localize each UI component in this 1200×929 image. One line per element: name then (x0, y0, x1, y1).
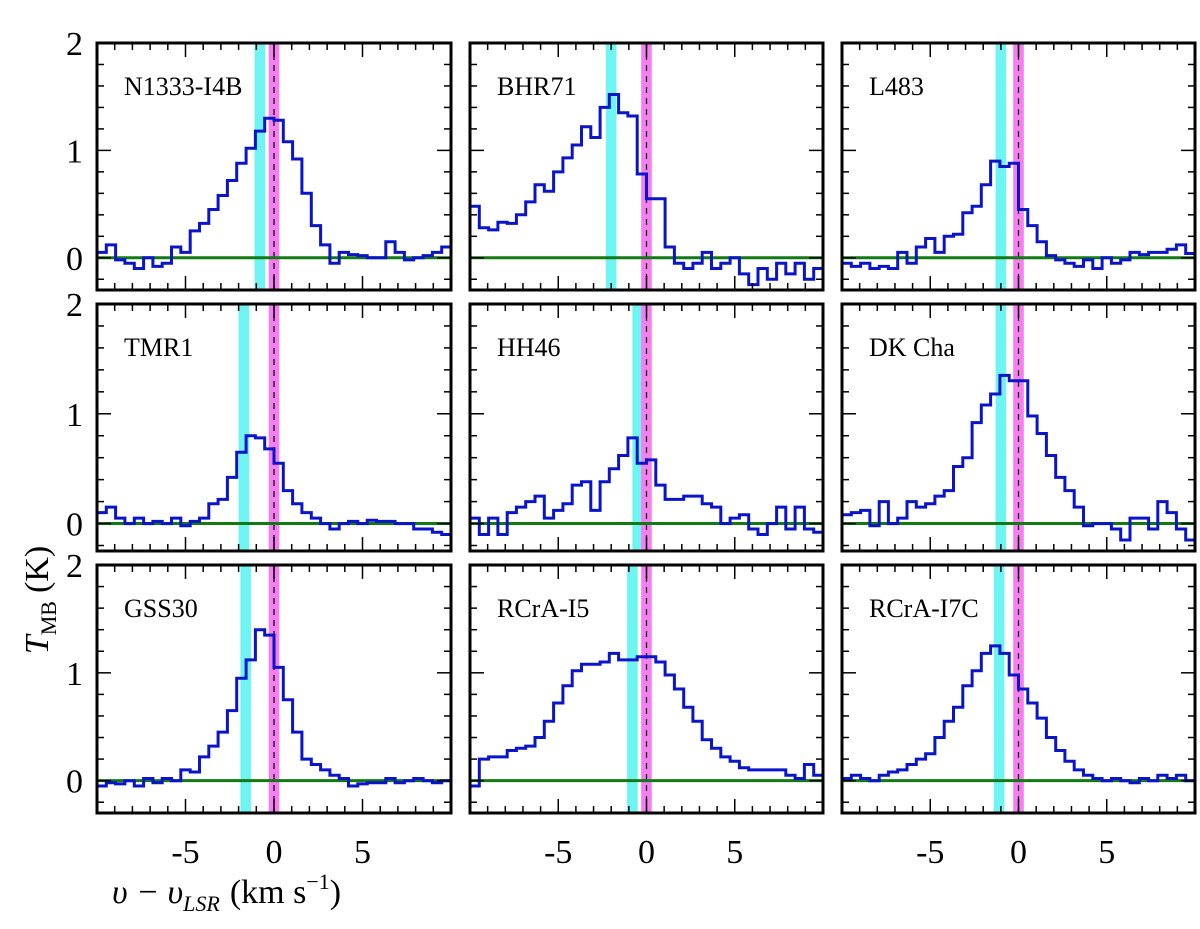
spectrum-line (97, 434, 451, 536)
panel-label: N1333-I4B (124, 72, 242, 101)
spectrum-line (97, 628, 451, 788)
y-tick-label: 2 (66, 548, 83, 585)
panel-label: GSS30 (124, 594, 198, 623)
cyan-velocity-band (605, 43, 617, 290)
panel-label: TMR1 (124, 333, 193, 362)
panel-frame (468, 302, 825, 553)
spectrum-line (842, 159, 1195, 270)
svg-text:TMB(K): TMB (K) (19, 546, 61, 654)
panel-label: DK Cha (869, 333, 955, 362)
x-tick-label: 0 (266, 834, 283, 871)
x-axis-title: υ − υLSR (km s−1) (112, 869, 341, 916)
panel-frame (95, 563, 453, 815)
y-tick-label: 2 (66, 287, 83, 324)
spectrum-line (470, 436, 823, 536)
panel-frame (840, 563, 1197, 815)
panel-frame (840, 41, 1197, 292)
panel-label: RCrA-I7C (869, 594, 979, 623)
cyan-velocity-band (632, 304, 643, 551)
panel-rcra-i7c: RCrA-I7C -5 0 5 (840, 563, 1197, 871)
x-tick-label: 5 (1098, 834, 1115, 871)
panel-frame (95, 41, 453, 292)
x-tick-label: -5 (544, 834, 572, 871)
y-tick-label: 0 (66, 241, 83, 278)
panel-plot-area (470, 565, 823, 813)
cyan-velocity-band (627, 565, 638, 813)
y-tick-label: 1 (66, 133, 83, 170)
panel-plot-area (97, 43, 451, 290)
spectrum-line (470, 93, 823, 287)
x-tick-label: -5 (171, 834, 199, 871)
spectrum-line (842, 644, 1195, 785)
x-axis-title-main: υ − υ (112, 874, 183, 911)
cyan-velocity-band (995, 304, 1007, 551)
panel-plot-area (470, 304, 823, 551)
panels-layer: N1333-I4B 0 1 2 BHR71 L483 TMR1 0 1 2 HH46 DK Cha GS… (66, 26, 1197, 871)
y-axis-title: TMB (K) (19, 546, 61, 654)
panel-plot-area (842, 304, 1195, 551)
x-axis-title-sub: LSR (182, 891, 220, 916)
x-axis-title-unit: (km s (230, 874, 307, 911)
spectrum-line (842, 373, 1195, 542)
panel-hh46: HH46 (468, 302, 825, 553)
panel-label: RCrA-I5 (497, 594, 589, 623)
y-axis-title-main: T (19, 633, 56, 654)
panel-frame (468, 41, 825, 292)
cyan-velocity-band (993, 565, 1005, 813)
panel-plot-area (97, 565, 451, 813)
panel-frame (468, 563, 825, 815)
panel-n1333-i4b: N1333-I4B 0 1 2 (66, 26, 453, 292)
cyan-velocity-band (254, 43, 266, 290)
x-axis-title-exp: −1 (306, 869, 329, 894)
x-tick-label: 0 (638, 834, 655, 871)
panel-gss30: GSS30 0 1 2 -5 0 5 (66, 548, 453, 871)
y-tick-label: 2 (66, 26, 83, 63)
panel-label: L483 (869, 72, 924, 101)
panel-bhr71: BHR71 (468, 41, 825, 292)
y-tick-label: 1 (66, 397, 83, 434)
panel-plot-area (842, 565, 1195, 813)
y-tick-label: 0 (66, 507, 83, 544)
panel-frame (95, 302, 453, 553)
x-tick-label: 5 (726, 834, 743, 871)
x-tick-label: 5 (354, 834, 371, 871)
panel-tmr1: TMR1 0 1 2 (66, 287, 453, 553)
panel-plot-area (842, 43, 1195, 290)
panel-dk-cha: DK Cha (840, 302, 1197, 553)
y-axis-title-sub: MB (36, 601, 61, 635)
panel-label: BHR71 (497, 72, 576, 101)
x-tick-label: -5 (916, 834, 944, 871)
panel-plot-area (97, 304, 451, 551)
panel-frame (840, 302, 1197, 553)
x-tick-label: 0 (1010, 834, 1027, 871)
cyan-velocity-band (240, 565, 251, 813)
panel-rcra-i5: RCrA-I5 -5 0 5 (468, 563, 825, 871)
y-tick-label: 0 (66, 764, 83, 801)
x-axis-title-close: ) (330, 874, 341, 911)
panel-l483: L483 (840, 41, 1197, 292)
y-axis-title-unit: (K) (19, 546, 56, 593)
spectrum-line (97, 116, 451, 270)
cyan-velocity-band (238, 304, 250, 551)
panel-plot-area (470, 43, 823, 290)
panel-label: HH46 (497, 333, 561, 362)
spectrum-line (470, 651, 823, 788)
y-tick-label: 1 (66, 656, 83, 693)
